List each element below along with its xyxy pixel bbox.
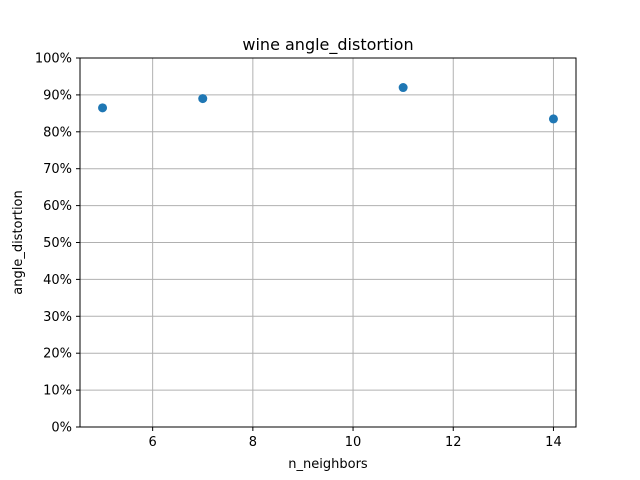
data-point [398, 83, 408, 93]
y-tick-label: 40% [43, 273, 72, 288]
grid-lines [80, 57, 576, 428]
x-axis-label: n_neighbors [288, 457, 368, 472]
y-axis-label: angle_distortion [11, 190, 26, 295]
y-tick-label: 60% [43, 199, 72, 214]
data-point [198, 94, 208, 104]
y-tick-label: 50% [43, 236, 72, 251]
y-tick-label: 0% [51, 421, 72, 436]
x-tick-label: 10 [345, 435, 362, 450]
y-tick-label: 10% [43, 384, 72, 399]
x-tick-label: 14 [545, 435, 562, 450]
x-tick-label: 8 [249, 435, 257, 450]
y-tick-label: 90% [43, 88, 72, 103]
y-axis-ticks: 0% 10% 20% 30% 40% 50% 60% 70% 80% 90% 100% [35, 52, 80, 436]
data-point [548, 114, 558, 124]
chart-title: wine angle_distortion [242, 35, 413, 55]
x-axis-ticks: 6 8 10 12 14 [149, 427, 562, 450]
y-tick-label: 20% [43, 347, 72, 362]
x-tick-label: 12 [445, 435, 462, 450]
x-tick-label: 6 [149, 435, 157, 450]
y-tick-label: 100% [35, 52, 72, 67]
y-tick-label: 70% [43, 162, 72, 177]
y-tick-label: 80% [43, 125, 72, 140]
data-point [98, 103, 108, 113]
data-points [98, 83, 558, 124]
y-tick-label: 30% [43, 310, 72, 325]
